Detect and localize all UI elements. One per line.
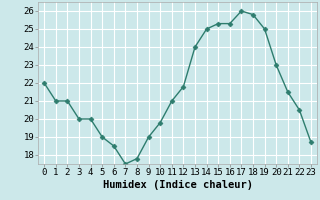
X-axis label: Humidex (Indice chaleur): Humidex (Indice chaleur): [103, 180, 252, 190]
